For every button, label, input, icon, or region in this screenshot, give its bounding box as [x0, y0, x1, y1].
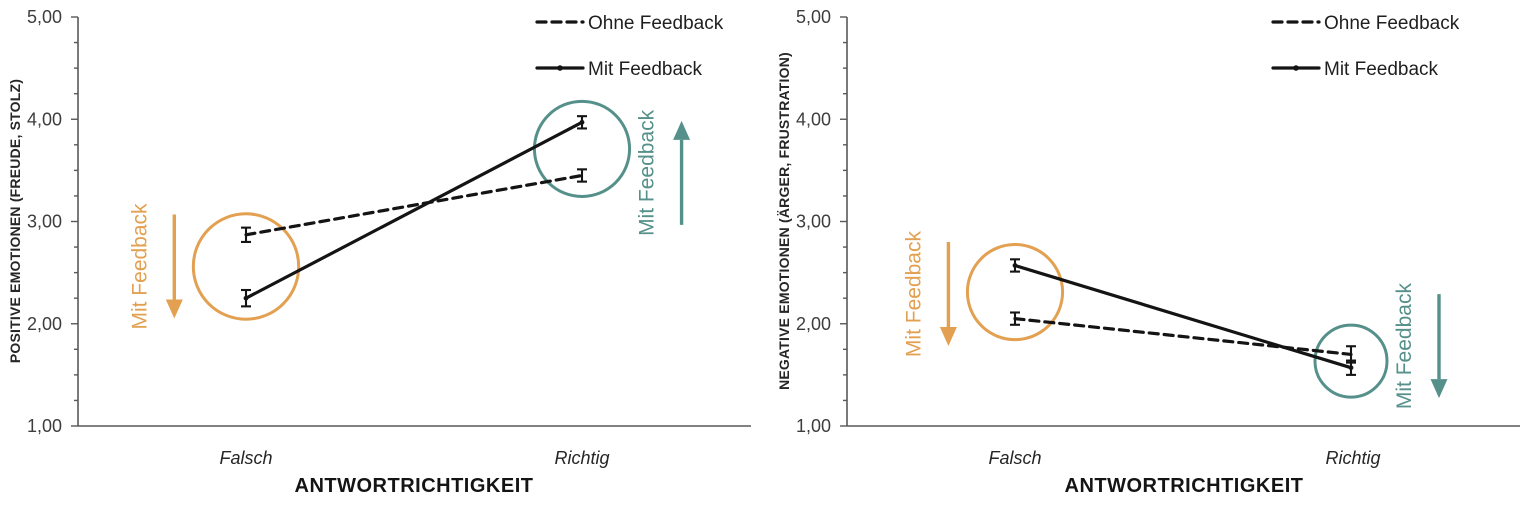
y-axis-title: POSITIVE EMOTIONEN (FREUDE, STOLZ) [7, 79, 23, 363]
annotations-layer: Mit Feedback Mit Feedback [902, 231, 1448, 410]
annotations-layer: Mit Feedback Mit Feedback [128, 99, 691, 330]
series-line-ohne-feedback [1013, 317, 1353, 357]
y-tick-label: 5,00 [796, 7, 831, 27]
arrow-down-head [165, 299, 183, 319]
data-point-dot [1012, 263, 1018, 268]
annotation-label: Mit Feedback [128, 203, 151, 330]
category-label-richtig: Richtig [1325, 448, 1380, 468]
y-tick-label: 4,00 [27, 109, 62, 129]
chart-positive-emotions: 1,00 2,00 3,00 4,00 5,00 Mit Feedback Mit Fee… [0, 0, 760, 527]
arrow-down-head [939, 327, 957, 347]
x-axis-title: ANTWORTRICHTIGKEIT [295, 475, 534, 497]
y-tick-label: 2,00 [796, 314, 831, 334]
x-axis-title: ANTWORTRICHTIGKEIT [1065, 475, 1304, 497]
y-tick-label: 3,00 [796, 212, 831, 232]
data-point-dot [243, 295, 249, 301]
legend-solid-marker-dot [1293, 65, 1299, 71]
series-layer [1010, 258, 1356, 376]
series-line-mit-feedback [1013, 263, 1353, 370]
annotation-orange-falsch: Mit Feedback [902, 231, 1065, 358]
annotation-orange-falsch: Mit Feedback [128, 203, 301, 330]
y-axis-title: NEGATIVE EMOTIONEN (ÄRGER, FRUSTRATION) [776, 52, 792, 390]
annotation-teal-richtig: Mit Feedback [1313, 283, 1448, 410]
y-tick-label: 2,00 [27, 314, 62, 334]
data-point-dot [1348, 365, 1354, 371]
legend-label-mit-feedback: Mit Feedback [588, 59, 703, 80]
y-tick-label: 1,00 [796, 416, 831, 436]
arrow-up-head [673, 120, 691, 140]
y-tick-label: 5,00 [27, 7, 62, 27]
y-tick-label: 3,00 [27, 212, 62, 232]
series-line-mit-feedback [244, 120, 584, 300]
axes: 1,00 2,00 3,00 4,00 5,00 [796, 7, 1520, 436]
legend-label-ohne-feedback: Ohne Feedback [588, 13, 724, 34]
series-layer [241, 115, 587, 308]
axes: 1,00 2,00 3,00 4,00 5,00 [27, 7, 751, 436]
annotation-label: Mit Feedback [1393, 283, 1416, 410]
category-label-falsch: Falsch [988, 448, 1041, 468]
highlight-circle-orange [191, 212, 301, 321]
legend-solid-marker-dot [557, 65, 563, 71]
legend: Ohne Feedback Mit Feedback [535, 13, 724, 80]
y-tick-label: 1,00 [27, 416, 62, 436]
annotation-teal-richtig: Mit Feedback [532, 99, 691, 236]
highlight-circle-orange [965, 242, 1065, 342]
arrow-down-head [1430, 379, 1448, 399]
series-line-ohne-feedback [244, 173, 584, 237]
category-label-falsch: Falsch [219, 448, 272, 468]
legend: Ohne Feedback Mit Feedback [1271, 13, 1460, 80]
chart-negative-emotions: 1,00 2,00 3,00 4,00 5,00 Mit Feedback Mit Fee… [769, 0, 1529, 527]
legend-label-ohne-feedback: Ohne Feedback [1324, 13, 1460, 34]
annotation-label: Mit Feedback [902, 231, 925, 358]
data-point-dot [579, 119, 585, 125]
y-tick-label: 4,00 [796, 109, 831, 129]
legend-label-mit-feedback: Mit Feedback [1324, 59, 1439, 80]
annotation-label: Mit Feedback [636, 109, 659, 236]
highlight-circle-teal [1313, 323, 1389, 399]
category-label-richtig: Richtig [554, 448, 609, 468]
